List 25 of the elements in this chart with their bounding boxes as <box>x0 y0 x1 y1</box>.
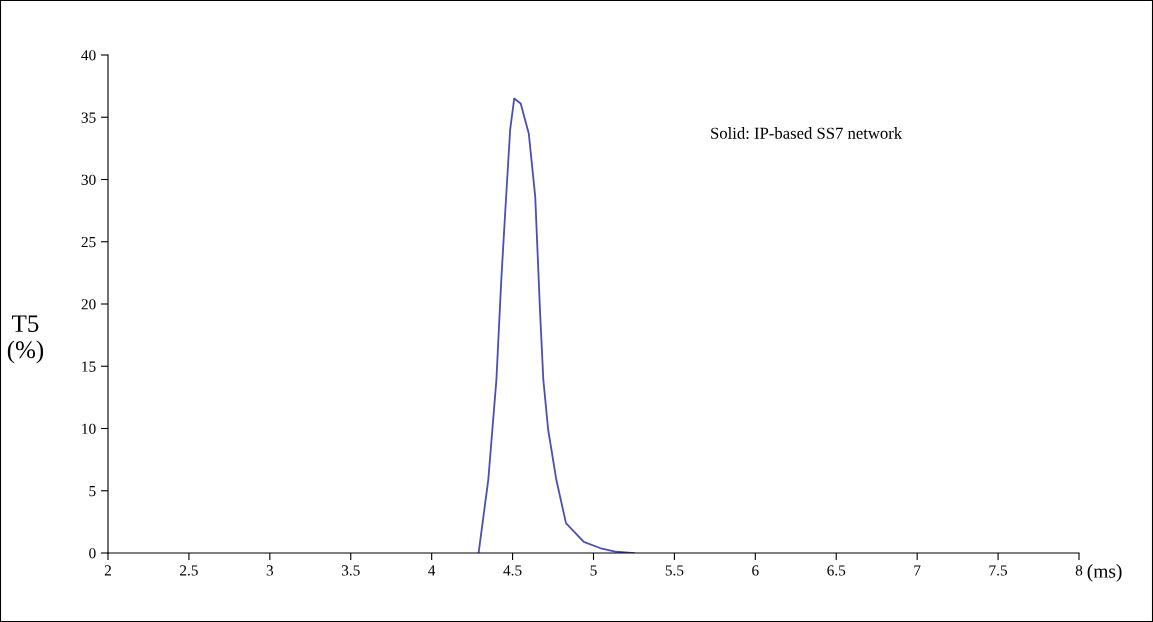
x-tick-label: 3.5 <box>341 565 360 576</box>
x-tick-label: 6 <box>752 565 759 576</box>
x-tick-label: 6.5 <box>827 565 846 576</box>
x-tick-label: 5.5 <box>665 565 684 576</box>
x-tick-label: 8 <box>1075 565 1083 576</box>
y-tick-label: 25 <box>81 236 96 248</box>
x-tick-label: 7 <box>914 565 921 576</box>
x-tick-label: 4.5 <box>503 565 522 576</box>
x-tick-label: 4 <box>428 565 436 576</box>
y-tick-label: 10 <box>82 423 96 434</box>
y-tick-label: 20 <box>81 299 96 310</box>
y-tick-label: 30 <box>81 174 96 185</box>
y-tick-label: 15 <box>82 361 96 372</box>
x-axis-title: (ms) <box>1087 564 1122 582</box>
y-tick-label: 0 <box>89 548 96 559</box>
y-axis-title: T5 (%) <box>7 315 44 364</box>
x-tick-label: 3 <box>266 565 274 576</box>
x-tick-label: 2 <box>104 565 111 576</box>
y-tick-label: 5 <box>89 486 96 497</box>
x-tick-label: 2.5 <box>180 565 198 576</box>
y-tick-label: 35 <box>81 112 96 123</box>
y-tick-label: 40 <box>81 50 96 61</box>
annotation: Solid: IP-based SS7 network <box>711 127 903 139</box>
x-tick-label: 5 <box>590 565 597 576</box>
x-tick-label: 7.5 <box>989 565 1008 576</box>
